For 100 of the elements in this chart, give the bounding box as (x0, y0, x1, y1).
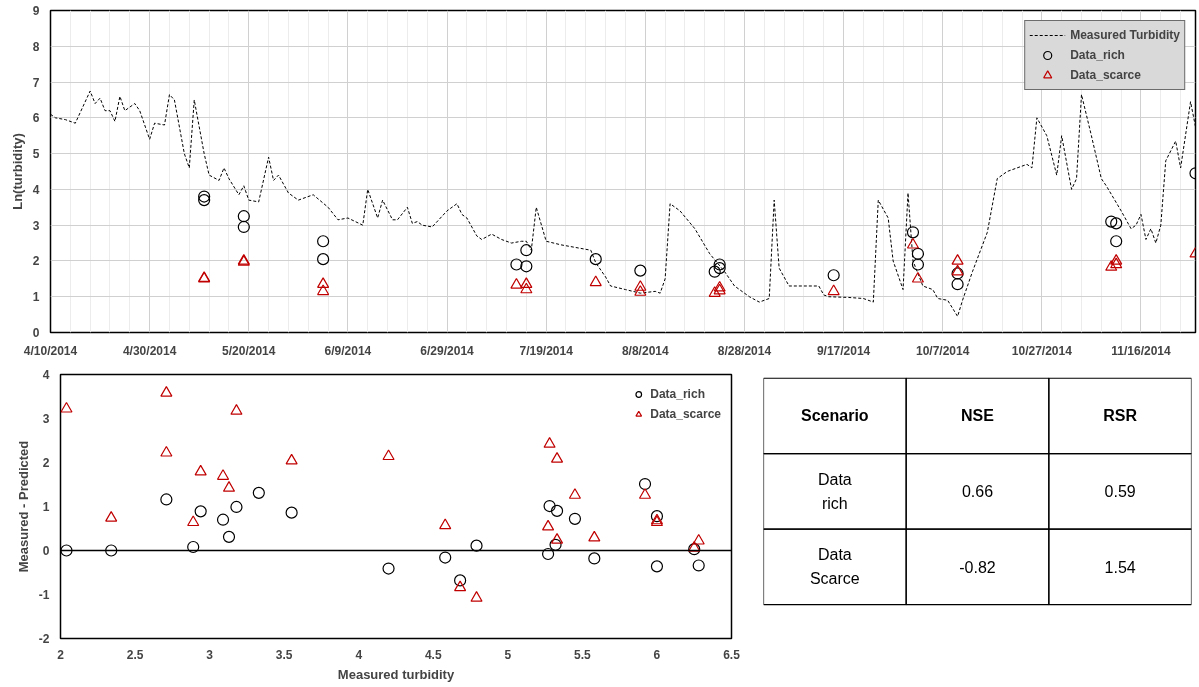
point (520, 260, 533, 273)
y-tick-label: 0 (32, 326, 40, 340)
point (650, 560, 664, 573)
point (222, 481, 236, 492)
y-tick-label: 5 (32, 147, 40, 162)
point (906, 226, 920, 239)
x-tick-label: 6.5 (723, 647, 741, 662)
point (568, 488, 582, 499)
point (216, 513, 230, 526)
point (60, 544, 73, 557)
point (911, 258, 925, 271)
point (634, 264, 647, 277)
point (688, 543, 701, 556)
legend-label: Measured Turbidity (1070, 28, 1180, 42)
point (187, 540, 200, 554)
point (60, 401, 73, 413)
point (252, 486, 265, 499)
x-tick-label: 8/8/2014 (621, 343, 669, 358)
x-tick-label: 4/30/2014 (122, 343, 177, 358)
point (827, 269, 840, 282)
point (454, 580, 467, 592)
y-tick-label: 0 (42, 544, 50, 558)
point (1105, 260, 1118, 271)
x-tick-label: 2.5 (126, 647, 144, 662)
category-label: NSE (961, 407, 995, 425)
point (198, 194, 211, 207)
x-tick-label: 10/27/2014 (1011, 343, 1073, 358)
x-tick-label: 2 (57, 647, 65, 662)
point (1110, 235, 1123, 248)
point (588, 530, 601, 542)
point (541, 519, 555, 531)
point (198, 190, 211, 203)
x-tick-label: 7/19/2014 (519, 343, 574, 358)
point (911, 271, 925, 283)
point (216, 469, 230, 480)
legend-label: Data_rich (1070, 48, 1125, 62)
point (317, 253, 330, 266)
point (230, 404, 243, 415)
point (692, 559, 705, 572)
point (1105, 215, 1118, 228)
x-tick-label: 5 (504, 647, 512, 662)
point (911, 247, 925, 260)
point (634, 280, 647, 291)
point (187, 515, 200, 527)
point (317, 277, 330, 288)
y-tick-label: 2 (32, 254, 40, 269)
point (951, 278, 964, 291)
point (906, 237, 920, 249)
y-tick-label: 1 (42, 500, 50, 514)
y-tick-label: 2 (42, 456, 50, 470)
point (550, 532, 564, 544)
point (105, 510, 118, 522)
x-tick-label: 6 (653, 647, 661, 662)
y-tick-label: 4 (32, 182, 40, 197)
category-label: Data rich (817, 471, 852, 512)
y-tick-label: 1 (32, 290, 40, 305)
point (951, 264, 964, 276)
x-tick-label: 3 (206, 647, 214, 662)
point (951, 267, 964, 280)
x-tick-label: 6/9/2014 (324, 343, 372, 358)
x-tick-label: 4 (355, 647, 363, 662)
point (589, 275, 602, 287)
point (382, 449, 395, 461)
point (708, 265, 721, 278)
legend-label: Data_scarce (1070, 68, 1141, 82)
y-tick-label: 8 (32, 39, 40, 54)
x-tick-label: 5/20/2014 (222, 343, 276, 358)
point (237, 210, 250, 223)
point (638, 477, 652, 491)
point (285, 453, 298, 465)
point (439, 518, 452, 530)
point (105, 544, 118, 557)
category-label: RSR (1103, 407, 1138, 425)
text: 0.66 (961, 483, 994, 501)
point (454, 574, 467, 587)
point (317, 284, 330, 296)
point (638, 488, 652, 499)
x-tick-label: 5.5 (574, 647, 592, 662)
x-axis-title: Measured turbidity (337, 666, 455, 682)
point (550, 504, 564, 517)
point (237, 220, 250, 234)
point (951, 253, 964, 265)
point (634, 285, 647, 296)
point (568, 512, 582, 525)
legend-label: Data_rich (650, 387, 705, 401)
point (541, 547, 555, 561)
point (708, 286, 721, 297)
point (543, 499, 556, 513)
y-tick-label: 4 (42, 368, 50, 382)
point (549, 538, 562, 551)
point (222, 530, 236, 543)
point (194, 464, 207, 476)
y-tick-label: 3 (42, 412, 50, 426)
legend-label: Data_scarce (650, 407, 721, 421)
point (713, 262, 726, 275)
point (1110, 257, 1123, 269)
text: Scenario (801, 407, 869, 425)
y-tick-label: 9 (32, 4, 40, 18)
point (543, 437, 556, 448)
x-tick-label: 4/10/2014 (23, 343, 78, 358)
